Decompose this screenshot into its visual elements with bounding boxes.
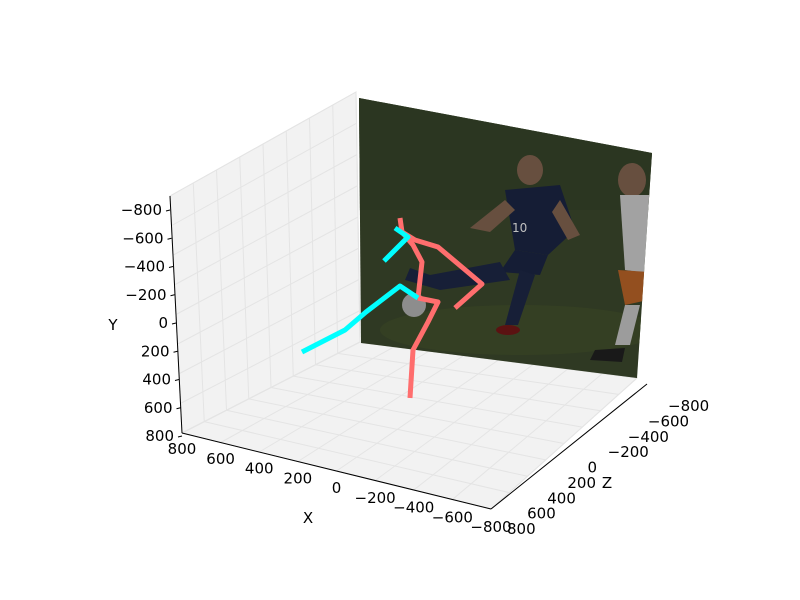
z-axis-tick-label: 0 — [588, 459, 598, 477]
y-axis-tick-mark — [167, 237, 172, 240]
y-axis-tick-label: −400 — [124, 258, 165, 276]
y-axis-tick-mark — [168, 266, 174, 268]
grid-line — [270, 387, 565, 444]
z-axis-label: Z — [602, 474, 612, 492]
grid-line — [293, 375, 583, 428]
x-axis-tick-label: 800 — [168, 440, 197, 458]
y-axis-tick-mark — [174, 379, 180, 381]
grid-line — [355, 91, 361, 343]
y-axis-tick-label: 400 — [142, 371, 171, 389]
y-axis-tick-mark — [170, 294, 175, 297]
skeleton-limb-1 — [407, 295, 441, 399]
skeleton-limb-1 — [400, 229, 485, 310]
z-axis-tick-label: −800 — [668, 397, 709, 415]
skeleton-limb-2 — [300, 283, 420, 355]
y-axis-tick-mark — [171, 322, 177, 325]
z-axis-tick-label: 400 — [547, 489, 576, 507]
grid-line — [332, 104, 339, 354]
y-axis-tick-label: 600 — [144, 399, 173, 417]
grid-line — [490, 377, 638, 510]
x-axis-tick-label: −600 — [432, 508, 473, 526]
z-axis-tick-label: −200 — [608, 443, 649, 461]
grid-line — [374, 364, 534, 481]
z-axis-tick-label: 600 — [527, 505, 556, 523]
y-axis-tick-label: −600 — [122, 229, 163, 247]
z-axis-tick-label: −600 — [648, 412, 689, 430]
grid-line — [178, 279, 360, 375]
y-axis-tick-label: 800 — [145, 427, 174, 445]
y-axis-tick-mark — [173, 350, 178, 353]
grid-line — [180, 310, 360, 404]
y-axis-tick-mark — [177, 435, 183, 438]
x-axis-tick-label: −200 — [355, 489, 396, 507]
y-axis-tick-mark — [165, 209, 171, 212]
grid-line — [337, 352, 619, 395]
y-axis-tick-label: 0 — [158, 314, 168, 332]
grid-line — [452, 373, 603, 500]
x-axis-ticks: 800 600 400 200 0 −200−400−600−800 — [168, 440, 512, 536]
y-axis-tick-mark — [176, 407, 181, 410]
grid-line — [315, 364, 601, 412]
x-axis-tick-label: −400 — [393, 499, 434, 517]
grid-line — [177, 247, 359, 345]
z-axis-tick-label: −400 — [628, 428, 669, 446]
z-axis-tick-label: 800 — [507, 520, 536, 538]
skeleton-limb-2 — [382, 225, 411, 263]
y-axis-label: Y — [107, 316, 118, 334]
x-axis-tick-label: 400 — [245, 460, 274, 478]
y-axis-ticks: −800 −600 −400 −200 0 200 400 600 800 — [121, 201, 183, 445]
y-axis-tick-label: 200 — [141, 342, 170, 360]
y-axis-line — [169, 195, 183, 434]
x-axis-label: X — [303, 509, 313, 527]
grid-line — [262, 143, 272, 388]
x-axis-tick-label: −800 — [470, 518, 511, 536]
z-axis-tick-label: 200 — [567, 474, 596, 492]
z-axis-line — [490, 383, 648, 510]
x-axis-line — [181, 432, 492, 510]
jersey-number: 10 — [512, 221, 527, 235]
x-axis-tick-label: 0 — [332, 479, 342, 497]
soccer-players-photo: 10 — [359, 98, 652, 378]
x-axis-tick-label: 600 — [206, 450, 235, 468]
y-axis-tick-label: −800 — [121, 201, 162, 219]
axis-lines — [169, 195, 648, 510]
grid-line — [309, 117, 316, 365]
x-axis-tick-label: 200 — [284, 469, 313, 487]
pose-skeleton — [300, 217, 485, 399]
y-axis-tick-label: −200 — [125, 286, 166, 304]
grid-line — [413, 368, 569, 491]
grid-line — [285, 130, 294, 377]
